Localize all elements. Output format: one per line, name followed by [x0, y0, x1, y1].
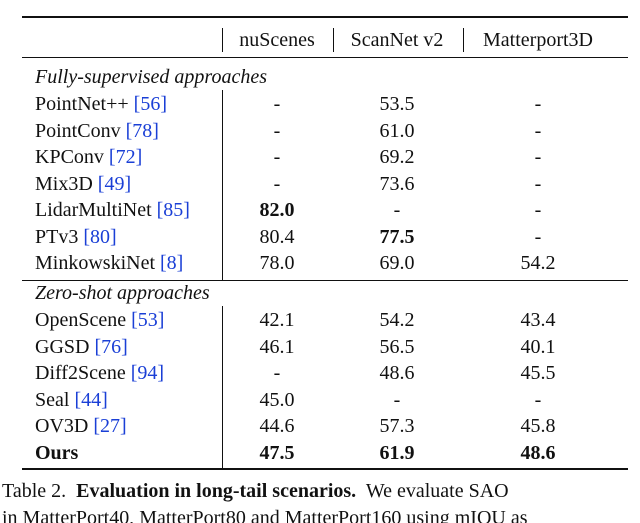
method-cell: PointNet++ [56] [35, 92, 167, 116]
citation: [27] [93, 415, 127, 437]
method-cell: KPConv [72] [35, 145, 142, 169]
value-cell: - [534, 172, 542, 195]
method-name: GGSD [35, 335, 90, 358]
value-cell: - [393, 388, 401, 411]
value-cell: - [534, 146, 542, 168]
method-cell: PTv3 [80] [35, 225, 117, 249]
value-cell: 46.1 [259, 335, 295, 358]
citation: [76] [94, 335, 128, 358]
value-cell: - [534, 199, 542, 221]
citation: [44] [74, 388, 108, 411]
value-cell: 78.0 [259, 252, 295, 274]
value-cell: 80.4 [259, 225, 295, 248]
citation: [94] [130, 362, 165, 384]
citation: [53] [131, 309, 165, 331]
method-cell: OpenScene [53] [35, 308, 164, 332]
value-cell: - [534, 388, 542, 411]
method-cell: Ours [35, 441, 78, 465]
value-cell: - [273, 172, 281, 195]
method-name: Seal [35, 388, 70, 411]
column-header: ScanNet v2 [350, 29, 444, 51]
value-cell: - [273, 146, 281, 168]
value-cell: 54.2 [379, 309, 415, 331]
header-separator [333, 28, 334, 52]
caption-line: in MatterPort40, MatterPort80 and Matter… [2, 507, 528, 523]
caption-line: Table 2. Evaluation in long-tail scenari… [2, 479, 509, 503]
citation: [72] [108, 146, 143, 168]
method-name: PointNet++ [35, 93, 129, 115]
method-cell: Seal [44] [35, 388, 108, 412]
column-separator [222, 306, 223, 468]
citation: [80] [83, 225, 117, 248]
citation: [8] [160, 252, 184, 274]
method-name: OV3D [35, 415, 89, 437]
column-separator [222, 90, 223, 280]
header-separator [463, 28, 464, 52]
value-cell: 69.0 [379, 252, 415, 274]
section-title: Fully-supervised approaches [35, 66, 267, 88]
method-cell: LidarMultiNet [85] [35, 198, 190, 222]
value-cell: 45.8 [520, 415, 556, 437]
method-cell: OV3D [27] [35, 414, 127, 438]
citation: [78] [125, 119, 159, 142]
column-header: Matterport3D [483, 29, 593, 51]
column-header: nuScenes [239, 29, 315, 51]
value-cell: 54.2 [520, 252, 556, 274]
value-cell: - [534, 93, 542, 115]
caption-text: We evaluate SAO [365, 480, 509, 502]
caption-title: Evaluation in long-tail scenarios. [76, 480, 357, 502]
value-cell: 42.1 [259, 309, 295, 331]
value-cell: - [393, 199, 401, 221]
citation: [85] [156, 199, 190, 221]
value-cell: 56.5 [379, 335, 415, 358]
section-title: Zero-shot approaches [35, 282, 210, 304]
value-cell: - [273, 362, 281, 384]
value-cell: 53.5 [379, 93, 415, 115]
value-cell: 45.5 [520, 362, 556, 384]
method-cell: PointConv [78] [35, 119, 159, 143]
method-name: LidarMultiNet [35, 199, 152, 221]
method-name: PointConv [35, 119, 121, 142]
method-name: PTv3 [35, 225, 79, 248]
header-separator [222, 28, 223, 52]
value-cell: 47.5 [259, 441, 295, 464]
method-cell: Diff2Scene [94] [35, 361, 164, 385]
method-name: KPConv [35, 146, 104, 168]
value-cell: - [534, 119, 542, 142]
method-name: Ours [35, 441, 79, 464]
citation: [56] [133, 93, 167, 115]
value-cell: 57.3 [379, 415, 415, 437]
value-cell: 82.0 [259, 199, 295, 221]
value-cell: - [273, 119, 281, 142]
method-name: Mix3D [35, 172, 93, 195]
method-name: Diff2Scene [35, 362, 126, 384]
section-rule [22, 280, 628, 281]
citation: [49] [97, 172, 132, 195]
method-cell: MinkowskiNet [8] [35, 251, 183, 275]
value-cell: 61.9 [379, 441, 415, 464]
value-cell: - [273, 93, 281, 115]
caption-label: Table 2. [2, 480, 67, 502]
value-cell: 61.0 [379, 119, 415, 142]
value-cell: 69.2 [379, 146, 415, 168]
value-cell: 48.6 [379, 362, 415, 384]
header-rule [22, 57, 628, 58]
bottom-rule [22, 468, 628, 470]
top-rule [22, 16, 628, 18]
method-cell: Mix3D [49] [35, 172, 131, 196]
value-cell: 43.4 [520, 309, 556, 331]
value-cell: 77.5 [379, 225, 415, 248]
method-name: OpenScene [35, 309, 127, 331]
method-name: MinkowskiNet [35, 252, 155, 274]
value-cell: 45.0 [259, 388, 295, 411]
value-cell: 40.1 [520, 335, 556, 358]
value-cell: 48.6 [520, 441, 556, 464]
value-cell: 44.6 [259, 415, 295, 437]
method-cell: GGSD [76] [35, 335, 128, 359]
value-cell: - [534, 225, 542, 248]
value-cell: 73.6 [379, 172, 415, 195]
